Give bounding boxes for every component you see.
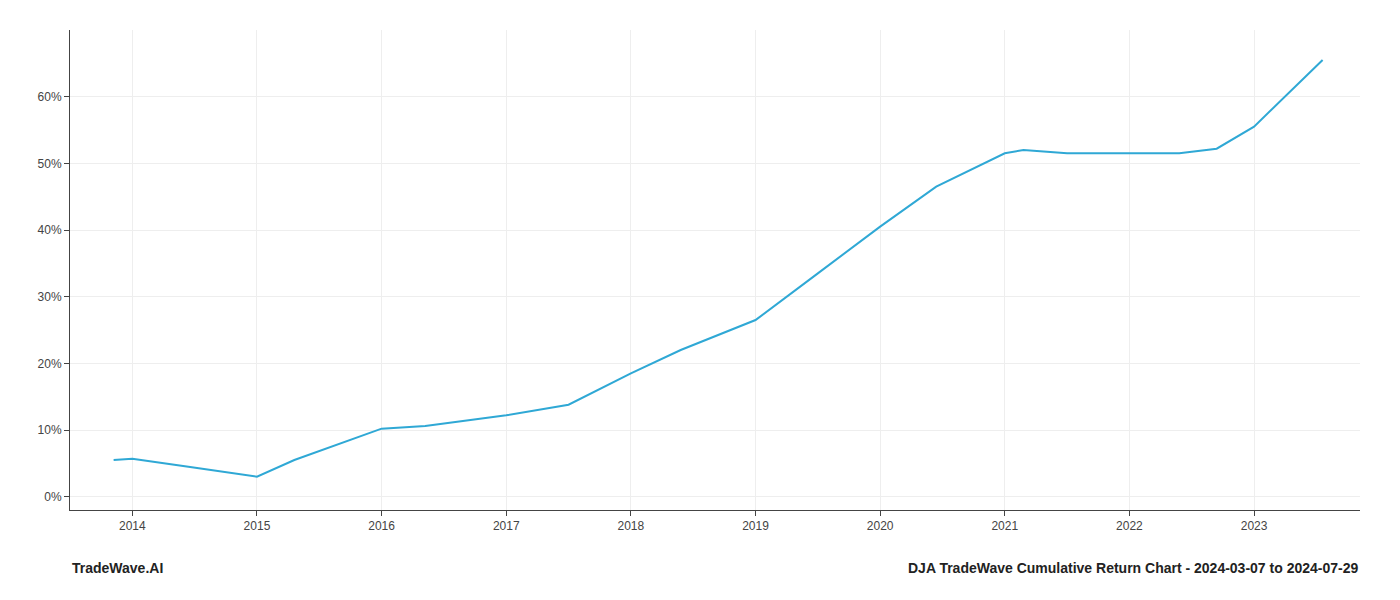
svg-text:TradeWave.AI: TradeWave.AI: [72, 560, 163, 576]
svg-text:2022: 2022: [1116, 519, 1143, 533]
svg-text:2014: 2014: [119, 519, 146, 533]
svg-text:40%: 40%: [38, 223, 62, 237]
svg-text:DJA TradeWave Cumulative Retur: DJA TradeWave Cumulative Return Chart - …: [908, 560, 1358, 576]
svg-text:2023: 2023: [1241, 519, 1268, 533]
svg-text:2015: 2015: [244, 519, 271, 533]
svg-text:0%: 0%: [44, 490, 62, 504]
svg-text:2020: 2020: [867, 519, 894, 533]
svg-text:2016: 2016: [368, 519, 395, 533]
svg-text:20%: 20%: [38, 357, 62, 371]
svg-text:2017: 2017: [493, 519, 520, 533]
svg-text:30%: 30%: [38, 290, 62, 304]
svg-text:60%: 60%: [38, 90, 62, 104]
svg-text:2021: 2021: [991, 519, 1018, 533]
svg-text:2018: 2018: [618, 519, 645, 533]
svg-text:10%: 10%: [38, 423, 62, 437]
svg-text:2019: 2019: [742, 519, 769, 533]
svg-text:50%: 50%: [38, 157, 62, 171]
